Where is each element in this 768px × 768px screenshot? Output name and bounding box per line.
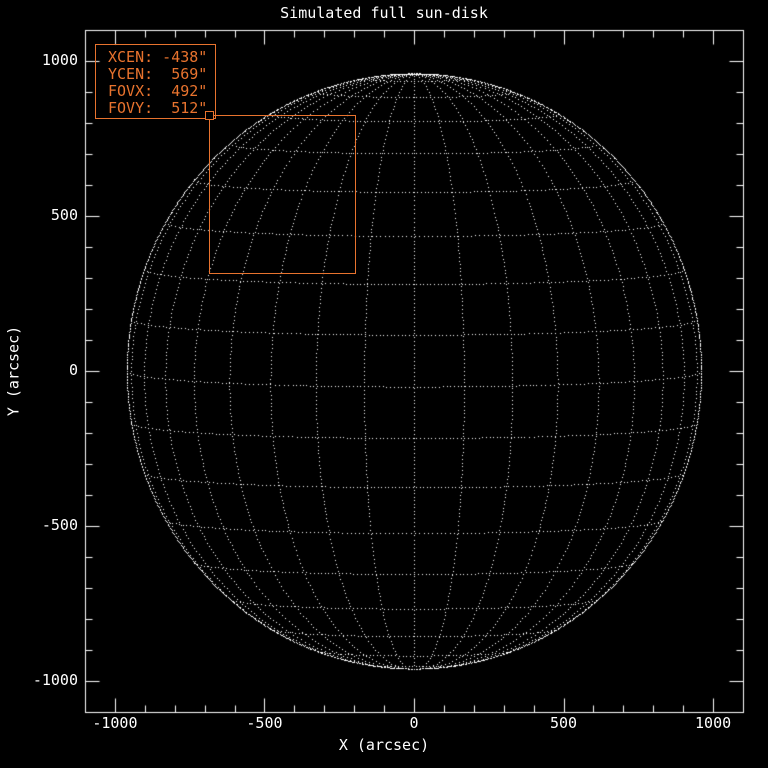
y-tick-label: 1000 [41,51,78,69]
legend-line: XCEN: -438" [108,48,208,66]
legend-line: FOVY: 512" [108,99,208,117]
y-tick-label: -1000 [32,671,78,689]
x-tick-label: 0 [409,714,419,732]
y-tick-label: -500 [41,516,78,534]
x-tick-label: 1000 [695,714,732,732]
fov-rect[interactable] [205,111,356,274]
y-tick-label: 0 [68,361,78,379]
page-title: Simulated full sun-disk [280,4,488,22]
x-tick-label: -500 [246,714,283,732]
fov-legend-box: XCEN: -438" YCEN: 569" FOVX: 492" FOVY: 512… [95,44,216,119]
legend-line: FOVX: 492" [108,82,208,100]
legend-line: YCEN: 569" [108,65,208,83]
x-tick-label: -1000 [92,714,138,732]
fov-resize-handle[interactable] [205,111,214,120]
x-axis-label: X (arcsec) [338,736,430,754]
x-tick-label: 500 [549,714,578,732]
y-tick-label: 500 [50,206,78,224]
